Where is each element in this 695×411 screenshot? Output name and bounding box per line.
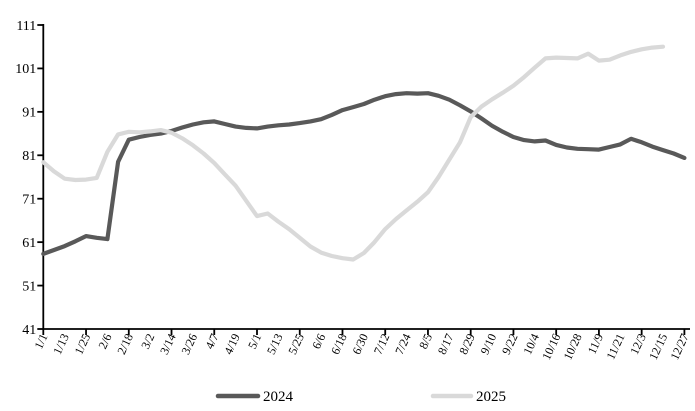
x-tick-label: 10/4 bbox=[520, 331, 542, 356]
x-tick-label: 5/1 bbox=[245, 331, 264, 351]
x-tick-label: 10/28 bbox=[561, 331, 585, 362]
series-line-2024 bbox=[41, 91, 687, 256]
x-tick-label: 4/19 bbox=[221, 331, 243, 356]
x-tick-label: 2/18 bbox=[114, 331, 136, 356]
x-tick-label: 9/10 bbox=[478, 331, 500, 356]
x-tick-label: 7/24 bbox=[392, 331, 414, 356]
x-tick-label: 2/6 bbox=[95, 331, 114, 351]
x-tick-label: 6/6 bbox=[309, 331, 328, 351]
y-tick-label: 91 bbox=[22, 106, 36, 121]
y-tick-label: 61 bbox=[22, 236, 36, 251]
x-tick-label: 5/13 bbox=[264, 331, 286, 356]
series-line-2025 bbox=[41, 44, 666, 262]
y-tick-label: 51 bbox=[22, 279, 36, 294]
x-tick-label: 8/17 bbox=[435, 331, 457, 356]
x-tick-label: 12/15 bbox=[646, 331, 670, 362]
x-tick-label: 1/13 bbox=[50, 331, 72, 356]
x-tick-label: 3/26 bbox=[178, 331, 200, 356]
y-tick-label: 41 bbox=[22, 323, 36, 338]
y-tick-label: 71 bbox=[22, 193, 36, 208]
x-tick-label: 8/29 bbox=[456, 331, 478, 356]
y-tick-label: 111 bbox=[16, 19, 36, 34]
x-tick-label: 9/22 bbox=[499, 331, 521, 356]
x-tick-label: 6/30 bbox=[349, 331, 371, 356]
x-tick-label: 1/25 bbox=[72, 331, 94, 356]
legend-label-2024: 2024 bbox=[263, 389, 294, 405]
x-tick-label: 3/2 bbox=[138, 331, 157, 351]
x-tick-label: 7/12 bbox=[371, 331, 393, 356]
x-tick-label: 6/18 bbox=[328, 331, 350, 356]
x-tick-label: 12/3 bbox=[627, 331, 649, 356]
legend-label-2025: 2025 bbox=[476, 389, 506, 405]
x-tick-label: 1/1 bbox=[31, 331, 50, 351]
x-tick-label: 11/21 bbox=[603, 331, 627, 361]
x-tick-label: 8/5 bbox=[416, 331, 435, 351]
legend: 2024 2025 bbox=[215, 389, 506, 405]
y-tick-label: 81 bbox=[22, 149, 36, 164]
x-tick-label: 10/16 bbox=[539, 331, 563, 362]
y-tick-label: 101 bbox=[15, 62, 36, 77]
x-tick-label: 5/25 bbox=[285, 331, 307, 356]
x-tick-label: 4/7 bbox=[202, 331, 221, 351]
x-tick-label: 12/27 bbox=[667, 331, 691, 362]
series-lines bbox=[41, 44, 687, 262]
x-tick-label: 3/14 bbox=[157, 331, 179, 356]
x-tick-label: 11/9 bbox=[585, 331, 607, 356]
